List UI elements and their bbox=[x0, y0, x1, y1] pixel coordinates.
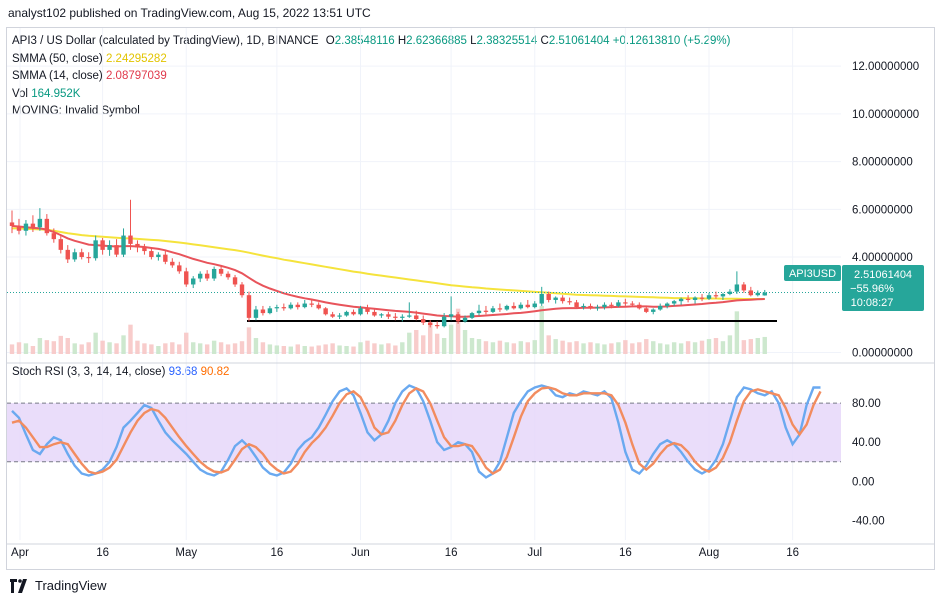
sma50-value: 2.24295282 bbox=[105, 52, 167, 65]
open-label: O bbox=[325, 35, 335, 47]
volume-label[interactable]: Vol bbox=[12, 87, 28, 100]
rsi-legend: Stoch RSI (3, 3, 14, 14, close) 93.68 90… bbox=[12, 366, 229, 378]
open-value: 2.38548116 bbox=[334, 35, 395, 47]
close-value: 2.51061404 bbox=[548, 35, 610, 47]
high-label: H bbox=[397, 35, 407, 47]
high-value: 2.62366885 bbox=[406, 35, 467, 47]
change-value: +0.12613810 (+5.29%) bbox=[612, 35, 731, 47]
close-label: C bbox=[540, 35, 549, 47]
low-value: 2.38325514 bbox=[476, 35, 538, 47]
chart-frame bbox=[6, 27, 935, 570]
symbol-title[interactable]: API3 / US Dollar (calculated by TradingV… bbox=[12, 35, 319, 47]
footer: TradingView bbox=[10, 578, 107, 593]
rsi-d-value: 90.82 bbox=[200, 366, 230, 378]
sma14-label[interactable]: SMMA (14, close) bbox=[12, 70, 103, 82]
volume-value: 164.952K bbox=[31, 87, 81, 100]
sma14-value: 2.08797039 bbox=[105, 70, 167, 82]
moving-label[interactable]: MOVING: Invalid Symbol bbox=[12, 105, 140, 117]
low-label: L bbox=[470, 35, 477, 47]
rsi-k-value: 93.68 bbox=[168, 366, 198, 378]
price-legend: API3 / US Dollar (calculated by TradingV… bbox=[12, 33, 730, 121]
rsi-label[interactable]: Stoch RSI (3, 3, 14, 14, close) bbox=[12, 366, 166, 378]
footer-brand: TradingView bbox=[35, 578, 107, 593]
publisher-line: analyst102 published on TradingView.com,… bbox=[8, 6, 371, 20]
tradingview-logo-icon bbox=[10, 578, 27, 593]
sma50-label[interactable]: SMMA (50, close) bbox=[12, 52, 103, 65]
